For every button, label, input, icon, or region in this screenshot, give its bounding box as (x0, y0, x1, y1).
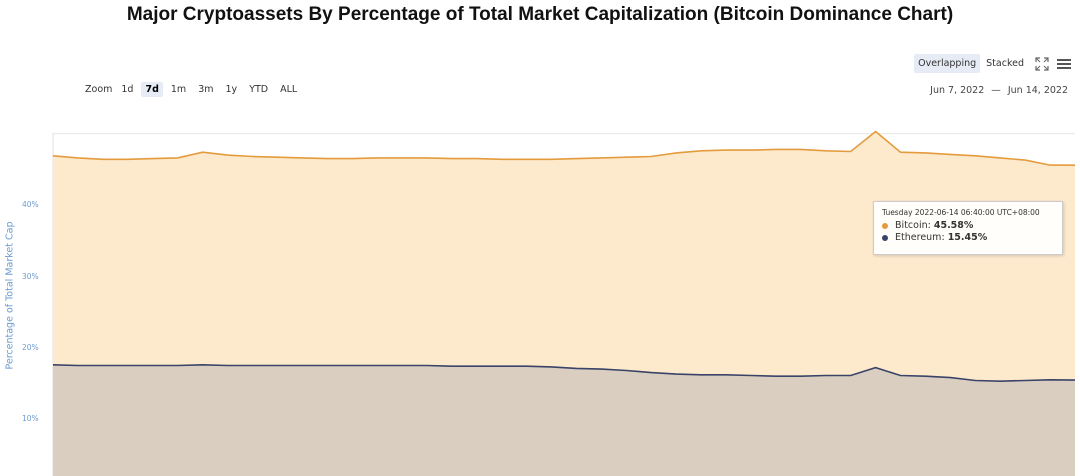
page-title: Major Cryptoassets By Percentage of Tota… (126, 4, 954, 25)
overlapping-button[interactable]: Overlapping (914, 54, 981, 73)
zoom-button-all[interactable]: ALL (280, 84, 298, 95)
y-tick-label-40: 40% (22, 200, 39, 209)
bitcoin-dot-icon (882, 222, 888, 229)
zoom-button-ytd[interactable]: YTD (249, 84, 269, 95)
chart-tooltip: Tuesday 2022-06-14 06:40:00 UTC+08:00 Bi… (873, 201, 1063, 255)
bitcoin-line[interactable] (52, 130, 1076, 166)
zoom-button-1y[interactable]: 1y (225, 84, 238, 95)
zoom-button-3m[interactable]: 3m (198, 84, 214, 95)
ethereum-dot-icon (882, 234, 888, 241)
date-range-separator: — (991, 85, 1001, 96)
stacked-button[interactable]: Stacked (986, 58, 1024, 69)
date-range-to[interactable]: Jun 14, 2022 (1007, 85, 1068, 96)
tooltip-bitcoin-name: Bitcoin (895, 220, 928, 231)
y-tick-label-30: 30% (22, 272, 39, 281)
ethereum-area[interactable] (53, 364, 1075, 476)
ethereum-line[interactable] (52, 363, 1076, 383)
date-range[interactable]: Jun 7, 2022 — Jun 14, 2022 (928, 85, 1070, 96)
tooltip-row-bitcoin: Bitcoin: 45.58% (882, 220, 1054, 232)
fullscreen-icon[interactable] (1034, 56, 1050, 72)
zoom-bar: Zoom 1d 7d 1m 3m 1y YTD ALL (85, 82, 305, 97)
date-range-from[interactable]: Jun 7, 2022 (930, 85, 985, 96)
series-layer (52, 130, 1076, 476)
y-tick-label-10: 10% (22, 414, 39, 423)
tooltip-bitcoin-value: 45.58% (933, 220, 974, 231)
zoom-button-7d[interactable]: 7d (141, 82, 163, 97)
tooltip-row-ethereum: Ethereum: 15.45% (882, 232, 1054, 244)
zoom-button-1d[interactable]: 1d (121, 84, 134, 95)
view-toggle: Overlapping Stacked (912, 54, 1072, 73)
tooltip-ethereum-value: 15.45% (947, 232, 988, 243)
hamburger-menu-icon[interactable] (1056, 56, 1072, 72)
y-tick-label-20: 20% (22, 343, 39, 352)
zoom-button-1m[interactable]: 1m (170, 84, 187, 95)
tooltip-time: Tuesday 2022-06-14 06:40:00 UTC+08:00 (882, 208, 1040, 217)
tooltip-ethereum-name: Ethereum (895, 232, 942, 243)
zoom-label: Zoom (85, 84, 113, 95)
